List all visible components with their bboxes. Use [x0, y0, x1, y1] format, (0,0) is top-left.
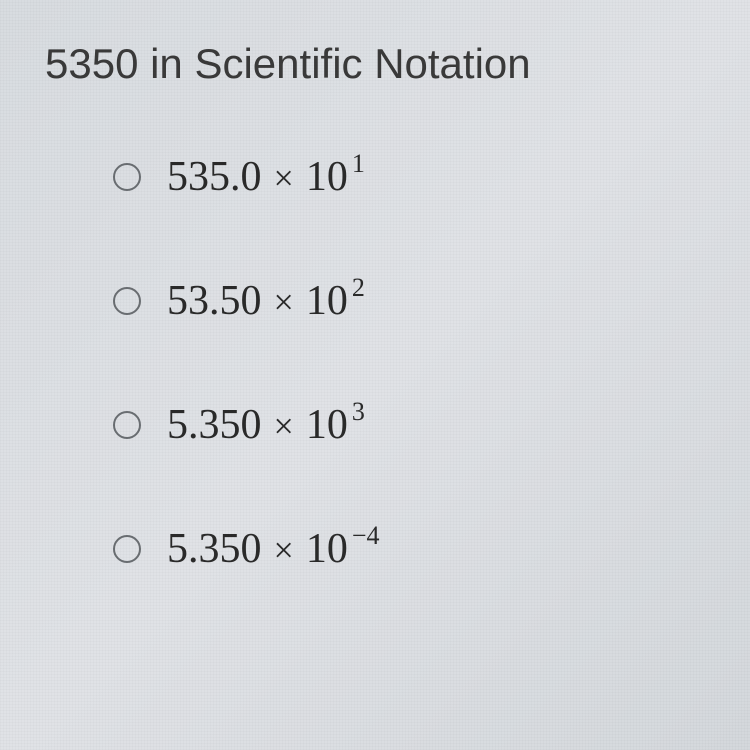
option-row[interactable]: 5.350 × 103	[113, 401, 705, 449]
coefficient: 5.350	[167, 525, 262, 573]
base: 10	[306, 402, 348, 448]
exponent: 1	[352, 149, 365, 178]
radio-button[interactable]	[113, 163, 141, 191]
radio-button[interactable]	[113, 287, 141, 315]
coefficient: 5.350	[167, 401, 262, 449]
radio-button[interactable]	[113, 411, 141, 439]
multiply-sign: ×	[274, 157, 294, 199]
question-title: 5350 in Scientific Notation	[45, 40, 705, 88]
exponent: −4	[352, 521, 380, 550]
base: 10	[306, 154, 348, 200]
multiply-sign: ×	[274, 405, 294, 447]
option-row[interactable]: 53.50 × 102	[113, 277, 705, 325]
option-row[interactable]: 535.0 × 101	[113, 153, 705, 201]
options-container: 535.0 × 101 53.50 × 102 5.350 × 103	[45, 153, 705, 573]
multiply-sign: ×	[274, 281, 294, 323]
option-text: 5.350 × 103	[165, 401, 365, 449]
option-text: 5.350 × 10−4	[165, 525, 379, 573]
coefficient: 53.50	[167, 277, 262, 325]
option-row[interactable]: 5.350 × 10−4	[113, 525, 705, 573]
exponent: 3	[352, 397, 365, 426]
multiply-sign: ×	[274, 529, 294, 571]
option-text: 535.0 × 101	[165, 153, 365, 201]
base: 10	[306, 278, 348, 324]
option-text: 53.50 × 102	[165, 277, 365, 325]
coefficient: 535.0	[167, 153, 262, 201]
radio-button[interactable]	[113, 535, 141, 563]
base: 10	[306, 526, 348, 572]
exponent: 2	[352, 273, 365, 302]
